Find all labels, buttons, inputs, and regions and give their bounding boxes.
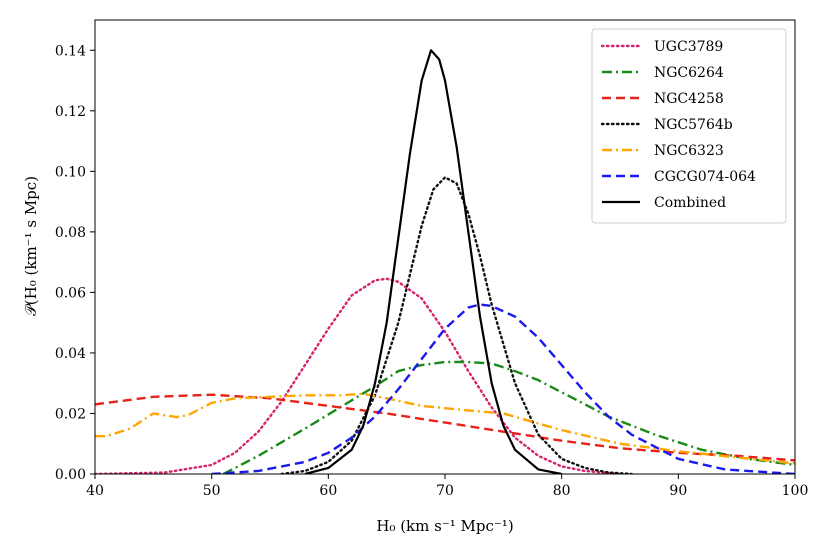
x-tick-label: 80 (553, 483, 571, 499)
y-tick-label: 0.14 (55, 43, 86, 59)
y-axis-label-group: 𝒫(H₀ (km⁻¹ s Mpc) (22, 176, 40, 316)
legend-label-combined: Combined (654, 195, 726, 211)
legend-label-ngc6264: NGC6264 (654, 65, 724, 81)
series-group (95, 49, 795, 474)
series-line-ngc5764b (280, 176, 633, 474)
x-tick-label: 50 (203, 483, 221, 499)
legend-box (591, 28, 787, 224)
y-tick-label: 0.04 (55, 346, 86, 362)
x-axis-label: H₀ (km s⁻¹ Mpc⁻¹) (376, 517, 513, 535)
y-tick-label: 0.10 (55, 164, 86, 180)
x-tick-label: 70 (436, 483, 454, 499)
x-tick-label: 90 (669, 483, 687, 499)
series-line-ngc4258 (95, 393, 795, 462)
series-line-cgcg074-064 (211, 303, 795, 474)
y-tick-label: 0.00 (55, 467, 86, 483)
legend-label-ngc4258: NGC4258 (654, 91, 724, 107)
y-tick-label: 0.02 (55, 406, 86, 422)
legend: UGC3789 NGC6264 NGC4258 NGC5764b NGC6323 CGCG… (591, 28, 787, 224)
y-tick-label: 0.08 (55, 225, 86, 241)
x-tick-label: 100 (782, 483, 809, 499)
y-axis-label: 𝒫(H₀ (km⁻¹ s Mpc) (22, 176, 40, 316)
y-tick-label: 0.12 (55, 104, 86, 120)
series-line-ngc6323 (95, 392, 795, 465)
legend-label-ngc5764b: NGC5764b (654, 117, 733, 133)
x-tick-label: 60 (319, 483, 337, 499)
plot-area: 40 50 60 70 80 90 100 0.00 0.02 0.04 0.06 0.08 0.10 0… (55, 19, 809, 499)
series-line-ngc6264 (222, 360, 795, 474)
legend-label-ugc3789: UGC3789 (654, 39, 723, 55)
legend-label-cgcg074-064: CGCG074-064 (654, 169, 756, 185)
series-line-combined (304, 49, 562, 474)
x-tick-label: 40 (86, 483, 104, 499)
series-line-ugc3789 (95, 277, 622, 474)
legend-label-ngc6323: NGC6323 (654, 143, 724, 159)
y-tick-label: 0.06 (55, 285, 86, 301)
